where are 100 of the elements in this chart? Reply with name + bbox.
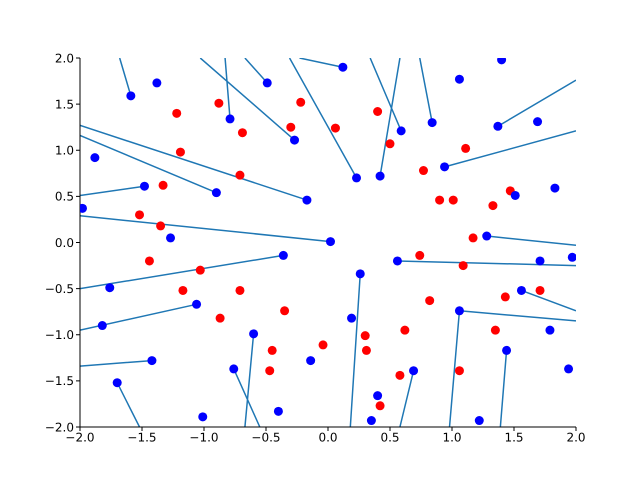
point	[545, 326, 554, 335]
point	[235, 170, 244, 180]
point	[144, 256, 154, 266]
point	[326, 237, 335, 246]
point	[536, 256, 545, 266]
point	[396, 126, 406, 136]
y-tick-label: −0.5	[44, 282, 74, 296]
point	[392, 256, 402, 266]
y-tick-label: 2.0	[54, 51, 74, 66]
y-tick-label: 1.5	[54, 97, 74, 112]
point	[493, 122, 502, 131]
point	[318, 340, 328, 350]
point	[550, 184, 560, 193]
point	[500, 292, 510, 302]
point	[488, 201, 498, 210]
point	[454, 74, 464, 84]
point	[448, 196, 458, 205]
point	[176, 148, 185, 157]
point	[90, 153, 100, 162]
point	[415, 250, 424, 260]
point	[226, 114, 235, 124]
point	[152, 78, 162, 88]
point	[395, 370, 404, 380]
point	[376, 401, 385, 410]
point	[373, 107, 382, 116]
x-tick-label: −1.5	[127, 430, 157, 445]
point	[238, 128, 247, 138]
x-tick-label: −0.5	[251, 430, 281, 445]
point	[564, 364, 574, 374]
x-tick-label: 2.0	[566, 430, 586, 445]
point	[158, 180, 168, 190]
point	[454, 306, 464, 316]
point	[502, 346, 512, 355]
x-tick-label: 1.0	[442, 430, 462, 445]
point	[490, 326, 500, 335]
point	[147, 356, 156, 366]
point	[135, 210, 144, 220]
point	[212, 188, 221, 198]
point	[296, 98, 306, 107]
x-tick-label: 0.0	[318, 430, 338, 445]
y-tick-label: 0.5	[54, 190, 74, 204]
point	[172, 108, 182, 118]
point	[268, 346, 277, 355]
x-tick-label: 1.5	[504, 430, 524, 445]
point	[280, 306, 290, 316]
point	[235, 286, 244, 295]
point	[302, 196, 312, 205]
y-tick-label: 0.0	[54, 236, 74, 250]
point	[425, 296, 434, 306]
y-tick-label: 1.0	[54, 144, 74, 158]
point	[536, 286, 545, 295]
point	[274, 406, 283, 416]
point	[278, 250, 288, 260]
point	[428, 118, 437, 128]
point	[192, 300, 202, 309]
point	[400, 326, 410, 335]
point	[156, 221, 166, 230]
point	[196, 266, 205, 275]
point	[360, 331, 370, 340]
point	[216, 314, 225, 323]
y-tick-label: −1.5	[44, 374, 74, 388]
x-tick-label: 0.5	[380, 430, 400, 445]
point	[214, 98, 224, 108]
point	[178, 286, 188, 295]
point	[516, 286, 526, 295]
x-tick-label: −1.0	[189, 430, 219, 445]
point	[366, 416, 376, 426]
point	[418, 166, 428, 176]
point	[290, 136, 300, 145]
point	[376, 172, 385, 181]
point	[126, 91, 136, 100]
point	[198, 412, 208, 422]
point	[510, 190, 520, 200]
point	[262, 78, 272, 88]
point	[140, 182, 149, 191]
point	[352, 173, 362, 182]
point	[338, 62, 348, 72]
point	[468, 233, 478, 242]
point	[362, 346, 371, 355]
point	[373, 391, 382, 400]
point	[474, 416, 484, 426]
point	[166, 233, 176, 242]
y-tick-label: −1.0	[44, 328, 74, 342]
point	[458, 261, 468, 270]
point	[435, 196, 444, 205]
point	[356, 269, 365, 278]
point	[568, 252, 576, 262]
point	[306, 356, 316, 366]
point	[461, 144, 470, 153]
point	[229, 364, 238, 374]
point	[112, 378, 122, 388]
point	[347, 314, 356, 323]
point	[249, 329, 258, 338]
point	[440, 162, 450, 172]
point	[330, 124, 340, 133]
point	[533, 117, 542, 126]
point	[265, 366, 274, 376]
point	[409, 366, 418, 376]
point	[286, 122, 296, 132]
point	[482, 232, 492, 241]
